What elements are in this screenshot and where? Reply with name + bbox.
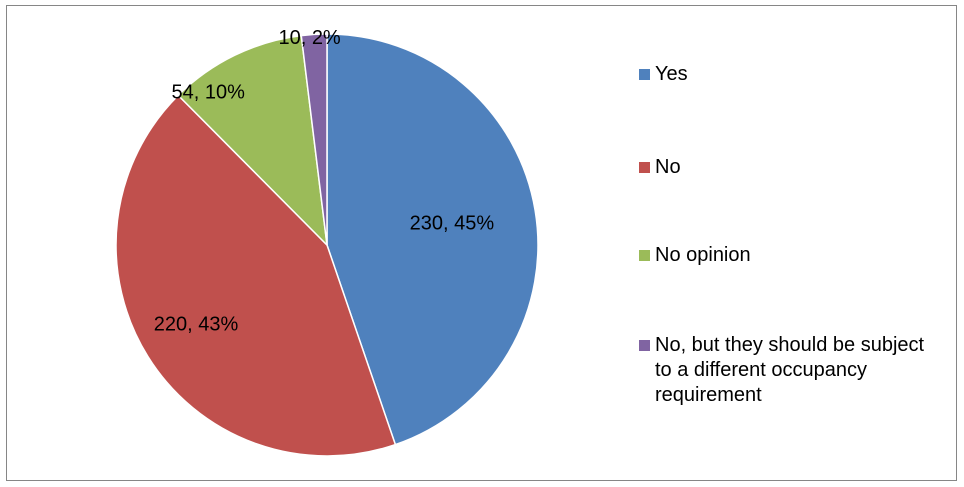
legend-swatch-yes [639, 69, 650, 80]
legend-item-different-requirement: No, but they should be subject to a diff… [639, 333, 925, 408]
legend-swatch-no-opinion [639, 250, 650, 261]
legend-label-yes: Yes [655, 63, 688, 85]
data-label-no-opinion: 54, 10% [172, 81, 246, 103]
legend-swatch-no [639, 162, 650, 173]
legend-label-no-opinion: No opinion [655, 244, 751, 266]
legend-swatch-different-requirement [639, 340, 650, 351]
legend-item-no-opinion: No opinion [639, 243, 925, 268]
chart-area: 230, 45% 220, 43% 54, 10% 10, 2% Yes No No … [6, 5, 957, 481]
data-label-different-requirement: 10, 2% [278, 27, 340, 49]
slice-no-opinion [177, 34, 329, 248]
slice-no [115, 94, 397, 457]
legend-item-yes: Yes [639, 62, 925, 87]
slice-different-requirement [300, 33, 328, 246]
pie-slices [115, 33, 539, 457]
data-label-no: 220, 43% [154, 313, 239, 335]
slice-yes [326, 33, 539, 446]
pie-chart: 230, 45% 220, 43% 54, 10% 10, 2% [115, 27, 539, 457]
data-label-yes: 230, 45% [410, 212, 495, 234]
legend-label-different-requirement: No, but they should be subject to a diff… [655, 334, 925, 406]
chart-legend: Yes No No opinion No, but they should be… [639, 6, 939, 476]
pie-data-labels: 230, 45% 220, 43% 54, 10% 10, 2% [154, 27, 495, 335]
legend-item-no: No [639, 155, 925, 180]
legend-label-no: No [655, 156, 681, 178]
